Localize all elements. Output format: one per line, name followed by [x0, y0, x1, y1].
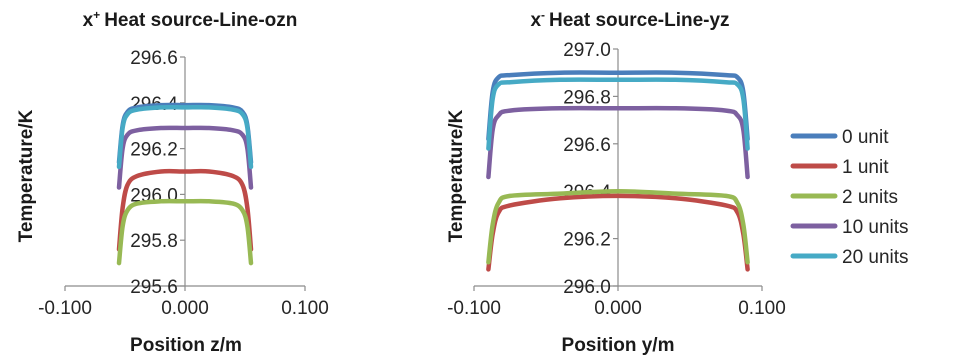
- chart-right-ytick-label: 296.8: [563, 87, 611, 108]
- chart-right-series-0-unit: [486, 70, 750, 142]
- chart-left-xtick-label: 0.100: [281, 298, 329, 319]
- chart-left-ylabel: Temperature/K: [16, 109, 37, 242]
- chart-left-series-1-unit: [116, 168, 254, 252]
- legend-entry-label: 20 units: [842, 247, 909, 268]
- chart-right: x- Heat source-Line-yz Temperature/K Posi…: [446, 8, 786, 356]
- chart-left-xtick-label: 0.000: [161, 298, 209, 319]
- chart-left-ytick-label: 295.6: [130, 277, 178, 298]
- chart-right-ytick-label: 297.0: [563, 40, 611, 61]
- chart-right-xtick-label: -0.100: [447, 298, 501, 319]
- legend-entry-label: 0 unit: [842, 127, 889, 148]
- chart-left-series-20-units: [116, 104, 254, 170]
- chart-left-series-2-units: [116, 198, 254, 266]
- chart-left-ytick-label: 296.2: [130, 140, 178, 161]
- chart-right-ytick-label: 296.2: [563, 230, 611, 251]
- chart-right-series: [486, 70, 750, 272]
- chart-right-ylabel: Temperature/K: [446, 109, 467, 242]
- legend-entry-label: 2 units: [842, 187, 898, 208]
- chart-right-series-10-units: [486, 105, 750, 180]
- chart-left-xlabel: Position z/m: [130, 335, 242, 356]
- chart-right-ytick-label: 296.0: [563, 277, 611, 298]
- chart-right-xticks: -0.100 0.000 0.100: [447, 286, 786, 319]
- chart-left-title: x+ Heat source-Line-ozn: [83, 8, 298, 31]
- chart-left-series: [116, 102, 254, 266]
- chart-left-ytick-label: 296.6: [130, 48, 178, 69]
- chart-right-series-20-units: [486, 77, 750, 151]
- chart-right-series-1-unit: [486, 193, 750, 272]
- chart-right-series-2-units: [486, 188, 750, 265]
- chart-right-ytick-label: 296.6: [563, 135, 611, 156]
- chart-right-title: x- Heat source-Line-yz: [530, 8, 729, 31]
- chart-left-ytick-label: 295.8: [130, 231, 178, 252]
- chart-left: x+ Heat source-Line-ozn Temperature/K Pos…: [16, 8, 329, 356]
- legend: 0 unit 1 unit 2 units 10 units 20 units: [790, 127, 909, 268]
- legend-entry-label: 1 unit: [842, 157, 889, 178]
- legend-entry-label: 10 units: [842, 217, 909, 238]
- chart-right-xtick-label: 0.000: [594, 298, 642, 319]
- chart-right-xtick-label: 0.100: [738, 298, 786, 319]
- chart-right-xlabel: Position y/m: [562, 335, 675, 356]
- chart-left-xticks: -0.100 0.000 0.100: [38, 286, 329, 319]
- chart-left-series-10-units: [116, 125, 254, 190]
- chart-left-xtick-label: -0.100: [38, 298, 92, 319]
